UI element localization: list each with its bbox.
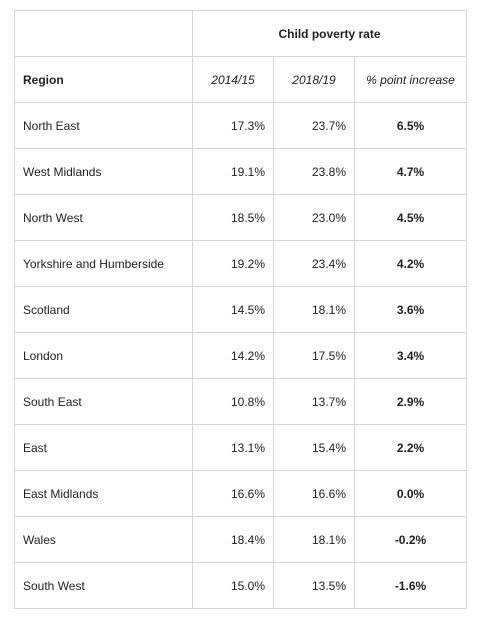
year2-cell: 13.7% xyxy=(273,378,355,425)
year1-cell: 18.4% xyxy=(192,516,274,563)
region-cell: North West xyxy=(14,194,193,241)
table-row: North West 18.5% 23.0% 4.5% xyxy=(14,194,467,241)
table-container: Child poverty rate Region 2014/15 2018/1… xyxy=(14,10,467,609)
child-poverty-table: Child poverty rate Region 2014/15 2018/1… xyxy=(14,10,467,609)
year1-cell: 15.0% xyxy=(192,562,274,609)
region-cell: Wales xyxy=(14,516,193,563)
empty-corner-cell xyxy=(14,10,193,57)
year1-cell: 17.3% xyxy=(192,102,274,149)
region-cell: East Midlands xyxy=(14,470,193,517)
year1-cell: 13.1% xyxy=(192,424,274,471)
column-header-year2: 2018/19 xyxy=(273,56,355,103)
year2-cell: 18.1% xyxy=(273,286,355,333)
year2-cell: 23.0% xyxy=(273,194,355,241)
increase-cell: 4.5% xyxy=(354,194,467,241)
year1-cell: 14.5% xyxy=(192,286,274,333)
year2-cell: 18.1% xyxy=(273,516,355,563)
region-cell: Yorkshire and Humberside xyxy=(14,240,193,287)
column-header-row: Region 2014/15 2018/19 % point increase xyxy=(14,56,467,103)
year2-cell: 23.4% xyxy=(273,240,355,287)
table-row: North East 17.3% 23.7% 6.5% xyxy=(14,102,467,149)
increase-cell: 6.5% xyxy=(354,102,467,149)
year1-cell: 19.1% xyxy=(192,148,274,195)
year1-cell: 10.8% xyxy=(192,378,274,425)
group-header-row: Child poverty rate xyxy=(14,10,467,57)
year1-cell: 19.2% xyxy=(192,240,274,287)
year2-cell: 16.6% xyxy=(273,470,355,517)
region-cell: West Midlands xyxy=(14,148,193,195)
year1-cell: 14.2% xyxy=(192,332,274,379)
increase-cell: 4.7% xyxy=(354,148,467,195)
column-header-increase: % point increase xyxy=(354,56,467,103)
column-header-year1: 2014/15 xyxy=(192,56,274,103)
increase-cell: -1.6% xyxy=(354,562,467,609)
table-row: West Midlands 19.1% 23.8% 4.7% xyxy=(14,148,467,195)
region-cell: Scotland xyxy=(14,286,193,333)
table-row: East 13.1% 15.4% 2.2% xyxy=(14,424,467,471)
table-row: East Midlands 16.6% 16.6% 0.0% xyxy=(14,470,467,517)
region-cell: South West xyxy=(14,562,193,609)
increase-cell: 3.6% xyxy=(354,286,467,333)
year2-cell: 15.4% xyxy=(273,424,355,471)
table-row: Scotland 14.5% 18.1% 3.6% xyxy=(14,286,467,333)
increase-cell: 0.0% xyxy=(354,470,467,517)
increase-cell: 2.2% xyxy=(354,424,467,471)
table-row: Yorkshire and Humberside 19.2% 23.4% 4.2… xyxy=(14,240,467,287)
year1-cell: 16.6% xyxy=(192,470,274,517)
table-body: North East 17.3% 23.7% 6.5% West Midland… xyxy=(14,102,467,609)
increase-cell: 2.9% xyxy=(354,378,467,425)
year2-cell: 23.8% xyxy=(273,148,355,195)
table-row: South West 15.0% 13.5% -1.6% xyxy=(14,562,467,609)
year2-cell: 13.5% xyxy=(273,562,355,609)
year1-cell: 18.5% xyxy=(192,194,274,241)
table-row: Wales 18.4% 18.1% -0.2% xyxy=(14,516,467,563)
increase-cell: 3.4% xyxy=(354,332,467,379)
region-cell: South East xyxy=(14,378,193,425)
table-row: London 14.2% 17.5% 3.4% xyxy=(14,332,467,379)
column-header-region: Region xyxy=(14,56,193,103)
increase-cell: 4.2% xyxy=(354,240,467,287)
region-cell: North East xyxy=(14,102,193,149)
group-header-child-poverty-rate: Child poverty rate xyxy=(192,10,467,57)
table-row: South East 10.8% 13.7% 2.9% xyxy=(14,378,467,425)
region-cell: East xyxy=(14,424,193,471)
increase-cell: -0.2% xyxy=(354,516,467,563)
year2-cell: 17.5% xyxy=(273,332,355,379)
region-cell: London xyxy=(14,332,193,379)
year2-cell: 23.7% xyxy=(273,102,355,149)
